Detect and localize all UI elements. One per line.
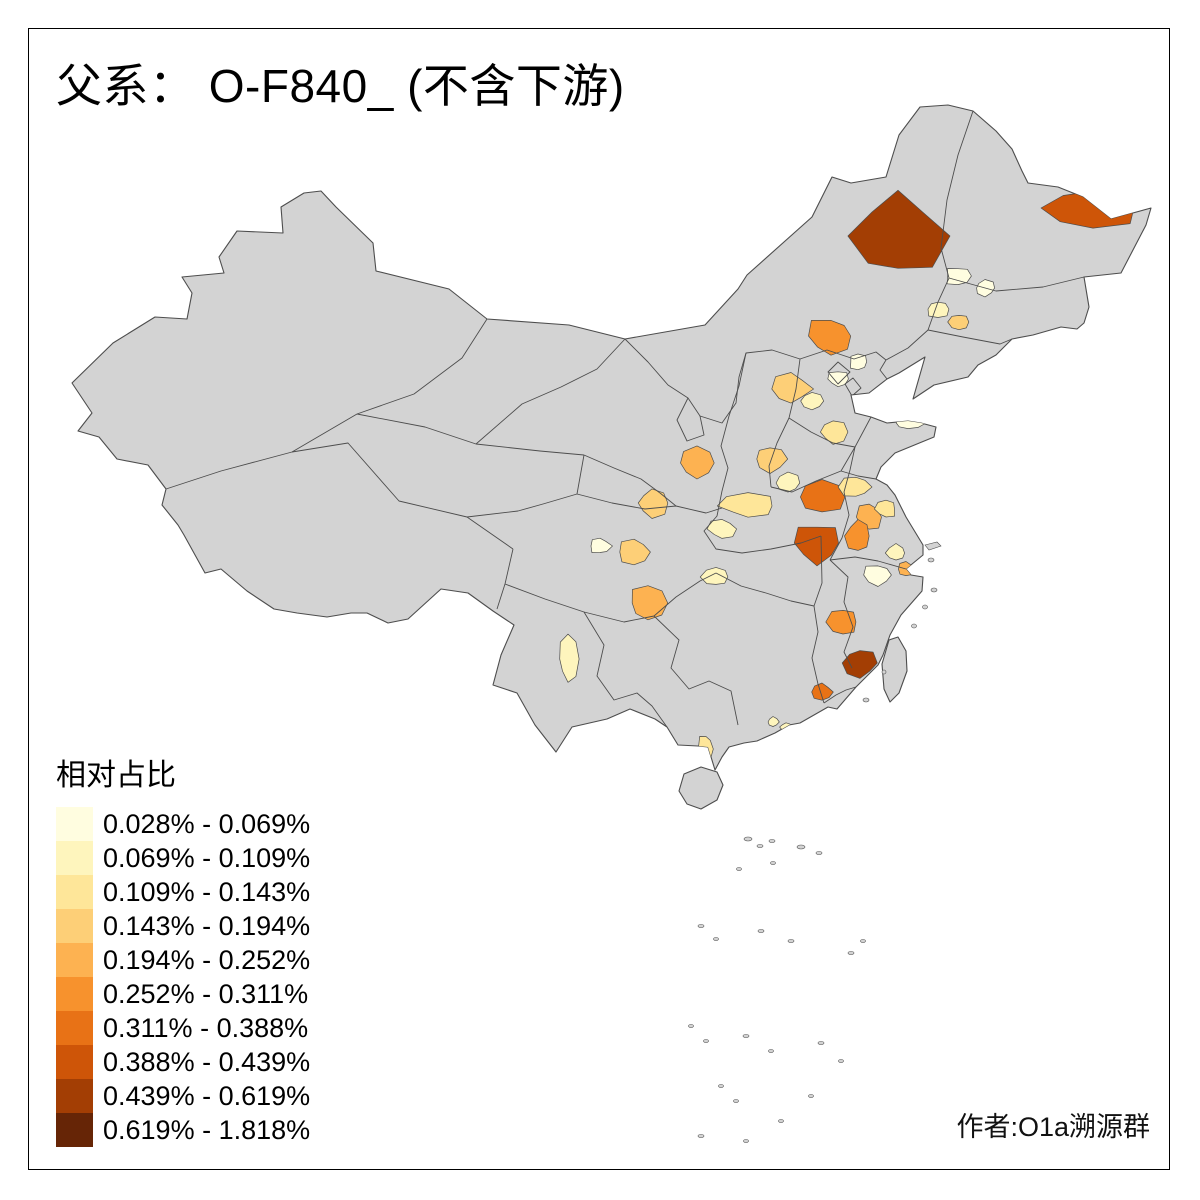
legend-item: 0.388% - 0.439% [56,1045,310,1079]
map-region-r16 [756,447,789,474]
legend-label: 0.311% - 0.388% [103,1012,309,1043]
legend-label: 0.069% - 0.109% [103,842,311,873]
legend-item: 0.069% - 0.109% [56,841,310,875]
legend-item: 0.109% - 0.143% [56,875,310,909]
legend-label: 0.388% - 0.439% [103,1046,311,1077]
map-region-r17 [775,471,801,493]
legend-swatch [56,1113,93,1147]
map-region-r31 [619,538,651,566]
chongming-island [924,541,942,551]
legend-swatch [56,977,93,1011]
map-region-r36 [811,682,834,701]
legend-swatch [56,841,93,875]
legend-swatch [56,1045,93,1079]
map-region-r29 [863,565,892,587]
legend-swatch [56,943,93,977]
legend-swatch [56,807,93,841]
map-region-r30 [590,537,613,553]
map-region-r20 [706,519,737,539]
map-region-r6 [947,315,970,331]
legend-label: 0.028% - 0.069% [103,808,311,839]
legend-item: 0.311% - 0.388% [56,1011,310,1045]
legend-item: 0.252% - 0.311% [56,977,310,1011]
legend-item: 0.194% - 0.252% [56,943,310,977]
map-region-r8 [850,353,867,371]
map-region-r39 [767,716,780,727]
map-region-r34 [825,610,857,635]
map-region-r7 [808,319,852,356]
hainan-island [678,766,724,810]
map-region-r5 [927,301,950,318]
map-region-r25 [793,526,839,567]
map-region-r1 [847,189,951,269]
map-region-r37 [559,633,580,683]
map-region-r32 [699,567,729,585]
legend-label: 0.439% - 0.619% [103,1080,311,1111]
legend-label: 0.109% - 0.143% [103,876,311,907]
legend-item: 0.028% - 0.069% [56,807,310,841]
map-region-r27 [884,543,905,561]
map-region-r15 [680,445,715,480]
map-region-r3 [946,268,972,285]
legend-item: 0.619% - 1.818% [56,1113,310,1147]
map-region-r35 [841,650,878,679]
legend-swatch [56,1079,93,1113]
legend: 相对占比 0.028% - 0.069% 0.069% - 0.109% 0.109… [56,750,310,1147]
map-region-r19 [716,492,773,518]
map-region-r11 [800,392,825,411]
map-region-r24 [874,499,895,518]
map-region-r21 [800,479,846,513]
legend-label: 0.143% - 0.194% [103,910,311,941]
map-region-r18 [637,488,669,519]
map-region-r14 [820,420,849,445]
map-region-r26 [844,519,870,551]
sea-islands [688,557,938,1143]
legend-items: 0.028% - 0.069% 0.069% - 0.109% 0.109% - 0… [56,807,310,1147]
legend-swatch [56,909,93,943]
map-region-r10 [771,372,814,404]
legend-label: 0.252% - 0.311% [103,978,309,1009]
map-region-r12 [882,400,909,418]
legend-label: 0.619% - 1.818% [103,1114,311,1145]
mainland-china [71,104,1152,771]
legend-item: 0.143% - 0.194% [56,909,310,943]
legend-swatch [56,875,93,909]
legend-label: 0.194% - 0.252% [103,944,311,975]
attribution: 作者:O1a溯源群 [956,1112,1150,1142]
map-region-r9 [827,371,849,388]
legend-swatch [56,1011,93,1045]
figure-title: 父系： O-F840_ (不含下游) [56,60,625,112]
legend-item: 0.439% - 0.619% [56,1079,310,1113]
province-borders [165,110,1085,728]
legend-title: 相对占比 [56,759,176,792]
